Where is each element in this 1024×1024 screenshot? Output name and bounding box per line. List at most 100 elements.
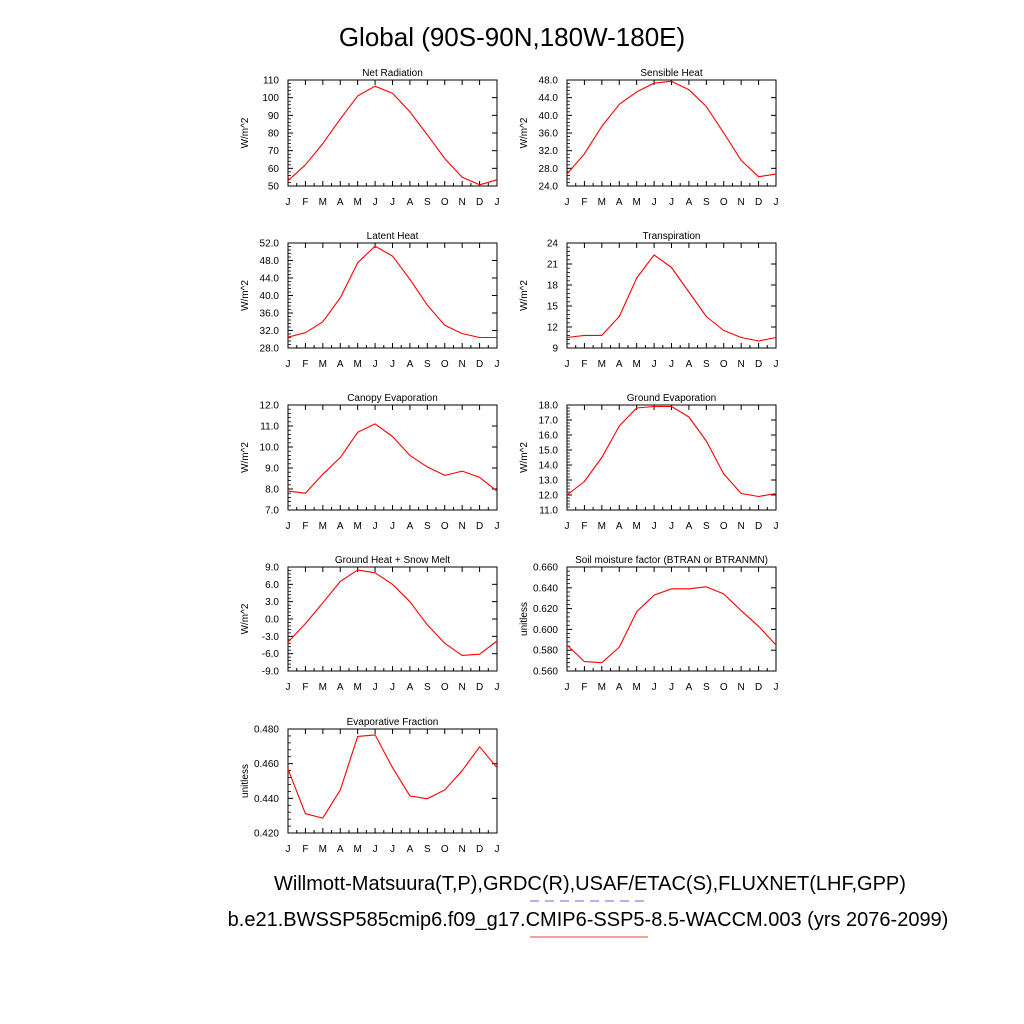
x-tick-label: J [390,359,395,370]
x-tick-label: S [424,359,431,370]
y-tick-label: 11.0 [260,422,279,433]
data-series-line [566,586,777,664]
x-tick-label: M [632,197,640,208]
x-tick-label: D [755,359,762,370]
x-tick-label: S [703,359,710,370]
x-tick-label: F [581,521,587,532]
x-tick-label: N [459,682,466,693]
data-series-line [287,423,498,494]
x-tick-label: J [565,359,570,370]
x-tick-label: J [652,521,657,532]
y-tick-label: 110 [263,76,279,87]
panel-title: Canopy Evaporation [347,393,438,404]
x-tick-label: A [337,682,344,693]
y-tick-label: 9.0 [265,464,279,475]
x-tick-label: A [616,682,623,693]
x-tick-label: M [353,359,361,370]
x-tick-label: J [565,197,570,208]
x-tick-label: J [286,682,291,693]
data-series-line [566,405,777,498]
x-tick-label: J [669,197,674,208]
y-tick-label: 0.600 [533,625,558,636]
x-tick-label: O [720,359,728,370]
x-tick-label: M [353,197,361,208]
x-tick-label: M [319,844,327,855]
y-tick-label: 100 [262,93,279,104]
y-tick-label: 12.0 [260,401,280,412]
x-tick-label: S [703,682,710,693]
panel-title: Ground Evaporation [627,393,717,404]
y-tick-label: 9.0 [265,563,279,574]
x-tick-label: A [686,197,693,208]
y-tick-label: 80 [268,129,280,140]
y-tick-label: 17.0 [539,416,559,427]
x-tick-label: F [302,844,308,855]
x-tick-label: A [337,844,344,855]
panel-title: Ground Heat + Snow Melt [335,555,451,566]
panel-title: Net Radiation [362,68,423,79]
x-tick-label: A [407,682,414,693]
y-axis-label: W/m^2 [240,280,251,311]
y-tick-label: 36.0 [260,309,280,320]
y-tick-label: 15.0 [539,446,559,457]
x-tick-label: A [337,197,344,208]
x-tick-label: N [738,359,745,370]
x-tick-label: S [424,521,431,532]
panel-title: Evaporative Fraction [347,717,439,728]
x-tick-label: J [495,844,500,855]
x-tick-label: M [319,682,327,693]
x-tick-label: D [755,682,762,693]
x-tick-label: N [459,521,466,532]
x-tick-label: O [720,682,728,693]
y-tick-label: 12 [547,323,559,334]
x-tick-label: A [407,521,414,532]
data-series-line [287,245,497,339]
x-tick-label: O [720,197,728,208]
x-tick-label: M [353,844,361,855]
y-tick-label: 44.0 [260,274,280,285]
x-tick-label: M [598,682,606,693]
plot-frame [287,404,498,511]
x-tick-label: N [738,521,745,532]
y-tick-label: 40.0 [539,111,559,122]
x-tick-label: J [774,521,779,532]
y-tick-label: 60 [268,164,280,175]
x-tick-label: A [407,359,414,370]
x-tick-label: J [652,682,657,693]
x-tick-label: A [337,359,344,370]
x-tick-label: N [459,197,466,208]
x-tick-label: M [353,682,361,693]
data-series-line [287,734,498,819]
x-tick-label: A [686,359,693,370]
x-tick-label: M [598,521,606,532]
x-tick-label: J [774,359,779,370]
y-axis-label: W/m^2 [240,442,251,473]
x-tick-label: M [598,197,606,208]
data-series-line [287,569,498,656]
y-tick-label: 0.440 [254,794,279,805]
panel-title: Soil moisture factor (BTRAN or BTRANMN) [575,555,768,566]
y-tick-label: 0.480 [254,725,279,736]
y-tick-label: 18.0 [539,401,559,412]
y-tick-label: -3.0 [262,632,280,643]
y-tick-label: 8.0 [265,485,279,496]
x-tick-label: J [652,359,657,370]
x-tick-label: J [286,521,291,532]
y-tick-label: 32.0 [539,146,559,157]
y-tick-label: 70 [268,146,280,157]
x-tick-label: D [755,197,762,208]
x-tick-label: M [353,521,361,532]
x-tick-label: M [319,521,327,532]
x-tick-label: A [616,359,623,370]
x-tick-label: J [495,682,500,693]
x-tick-label: M [632,682,640,693]
x-tick-label: N [738,682,745,693]
x-tick-label: M [319,197,327,208]
x-tick-label: D [755,521,762,532]
